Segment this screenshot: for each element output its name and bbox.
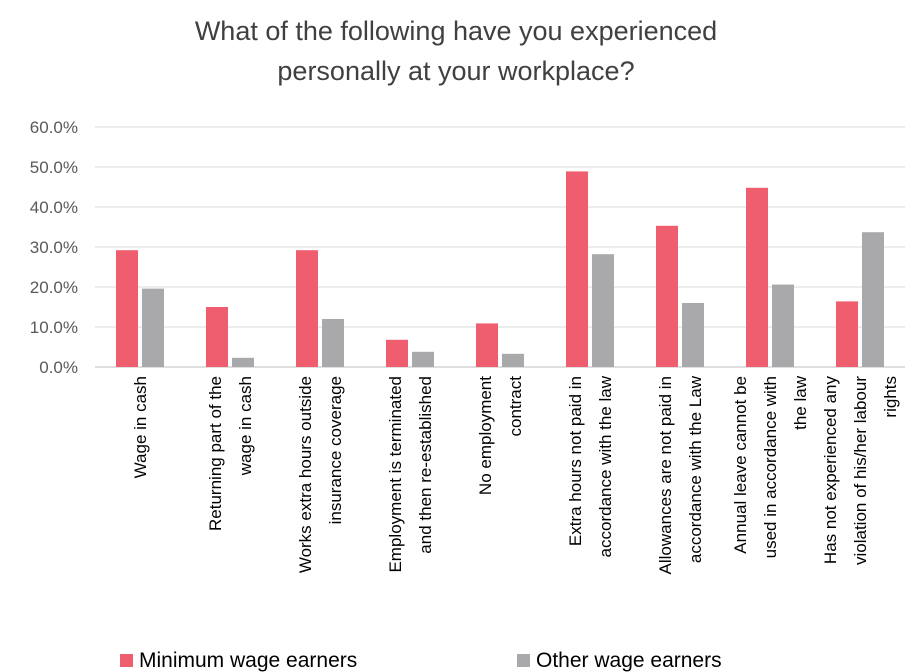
bar-other-wage (862, 232, 884, 367)
y-tick-label: 10.0% (30, 318, 78, 337)
legend-label: Other wage earners (536, 649, 722, 672)
legend-label: Minimum wage earners (139, 649, 357, 672)
x-category-label: the law (791, 375, 810, 430)
x-category-label: wage in cash (236, 376, 255, 476)
bar-minimum-wage (206, 307, 228, 367)
y-tick-label: 50.0% (30, 158, 78, 177)
chart-title: What of the following have you experienc… (195, 16, 717, 86)
y-axis-ticks: 0.0% 10.0% 20.0% 30.0% 40.0% 50.0% 60.0% (30, 118, 78, 377)
bar-other-wage (322, 319, 344, 367)
x-category-label: contract (506, 376, 525, 437)
x-category-label: rights (881, 376, 900, 418)
bar-minimum-wage (476, 323, 498, 367)
bars (116, 171, 884, 367)
x-category-label: accordance with the Law (686, 375, 705, 563)
x-category-label: Wage in cash (131, 376, 150, 478)
x-category-label: No employment (476, 376, 495, 495)
bar-other-wage (142, 288, 164, 367)
y-tick-label: 20.0% (30, 278, 78, 297)
legend-item-other-wage: Other wage earners (517, 649, 722, 672)
bar-other-wage (682, 303, 704, 367)
x-category-label: Works extra hours outside (296, 376, 315, 573)
legend-swatch (517, 654, 530, 667)
x-category-label: Employment is terminated (386, 376, 405, 573)
bar-other-wage (502, 353, 524, 367)
x-category-label: insurance coverage (326, 376, 345, 524)
bar-minimum-wage (116, 250, 138, 367)
gridlines (95, 126, 905, 368)
y-tick-label: 40.0% (30, 198, 78, 217)
x-category-label: accordance with the law (596, 375, 615, 557)
x-category-label: Returning part of the (206, 376, 225, 531)
bar-other-wage (412, 351, 434, 367)
bar-minimum-wage (836, 301, 858, 367)
bar-other-wage (232, 357, 254, 367)
x-category-label: and then re-established (416, 376, 435, 554)
legend: Minimum wage earners Other wage earners (120, 649, 722, 672)
x-category-label: used in accordance with (761, 376, 780, 558)
x-category-label: violation of his/her labour (851, 376, 870, 565)
y-tick-label: 0.0% (39, 358, 78, 377)
y-tick-label: 60.0% (30, 118, 78, 137)
legend-swatch (120, 654, 133, 667)
bar-minimum-wage (296, 250, 318, 367)
legend-item-minimum-wage: Minimum wage earners (120, 649, 357, 672)
chart-title-line: What of the following have you experienc… (195, 16, 717, 46)
x-category-label: Extra hours not paid in (566, 376, 585, 546)
chart-title-line: personally at your workplace? (277, 56, 634, 86)
x-category-label: Allowances are not paid in (656, 376, 675, 574)
x-category-label: Has not experienced any (821, 376, 840, 565)
bar-minimum-wage (566, 171, 588, 367)
bar-minimum-wage (386, 339, 408, 367)
bar-other-wage (592, 254, 614, 367)
y-tick-label: 30.0% (30, 238, 78, 257)
bar-minimum-wage (746, 187, 768, 367)
bar-other-wage (772, 284, 794, 367)
x-category-label: Annual leave cannot be (731, 376, 750, 554)
x-axis-categories: Wage in cash Returning part of the wage in… (131, 375, 900, 574)
bar-minimum-wage (656, 225, 678, 367)
